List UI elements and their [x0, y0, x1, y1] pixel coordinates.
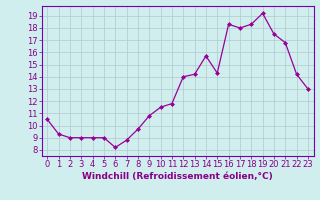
- X-axis label: Windchill (Refroidissement éolien,°C): Windchill (Refroidissement éolien,°C): [82, 172, 273, 181]
